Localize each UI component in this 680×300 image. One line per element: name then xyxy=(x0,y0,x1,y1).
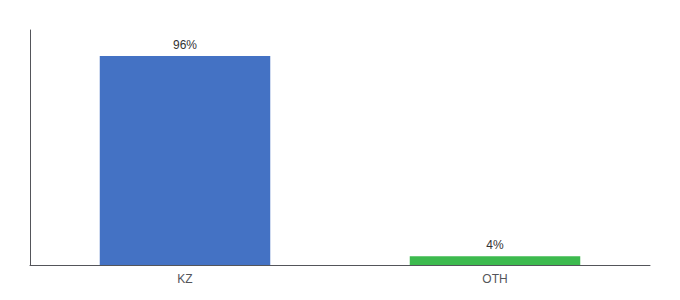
svg-text:OTH: OTH xyxy=(482,272,507,286)
svg-text:96%: 96% xyxy=(173,38,197,52)
svg-text:4%: 4% xyxy=(486,238,504,252)
svg-text:KZ: KZ xyxy=(177,272,192,286)
